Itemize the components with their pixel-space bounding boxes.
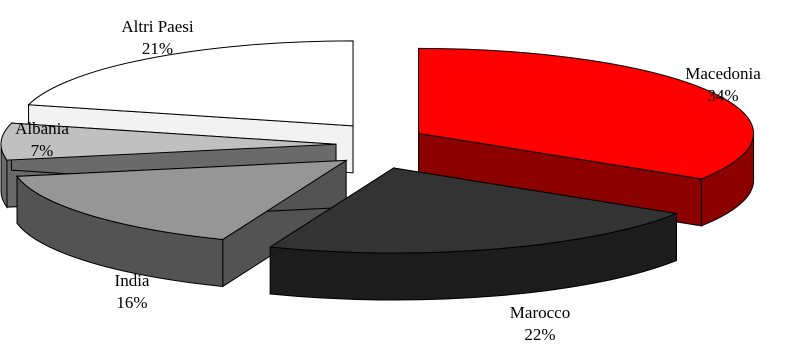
label-marocco: Marocco 22%: [490, 302, 590, 346]
label-marocco-value: 22%: [524, 325, 556, 344]
label-india: India 16%: [92, 270, 172, 314]
label-altri-paesi-name: Altri Paesi: [121, 17, 194, 36]
label-india-value: 16%: [116, 293, 148, 312]
label-india-name: India: [114, 271, 150, 290]
label-albania-name: Albania: [15, 119, 69, 138]
label-marocco-name: Marocco: [509, 303, 571, 322]
label-albania-value: 7%: [30, 141, 54, 160]
slice-marocco-top: [268, 167, 679, 254]
slice-albania-top: [0, 122, 337, 161]
slice-india: [16, 159, 348, 288]
label-albania: Albania 7%: [2, 118, 82, 162]
slice-india-top: [16, 159, 348, 240]
slice-altri-paesi-top: [27, 40, 354, 127]
slice-macedonia: [418, 47, 755, 227]
pie-slices: [0, 40, 755, 301]
label-macedonia-value: 34%: [707, 86, 739, 105]
label-macedonia: Macedonia 34%: [668, 63, 778, 107]
label-altri-paesi: Altri Paesi 21%: [100, 16, 215, 60]
slice-marocco: [268, 167, 679, 301]
label-macedonia-name: Macedonia: [685, 64, 761, 83]
slice-macedonia-top: [418, 47, 754, 180]
label-altri-paesi-value: 21%: [141, 39, 174, 58]
